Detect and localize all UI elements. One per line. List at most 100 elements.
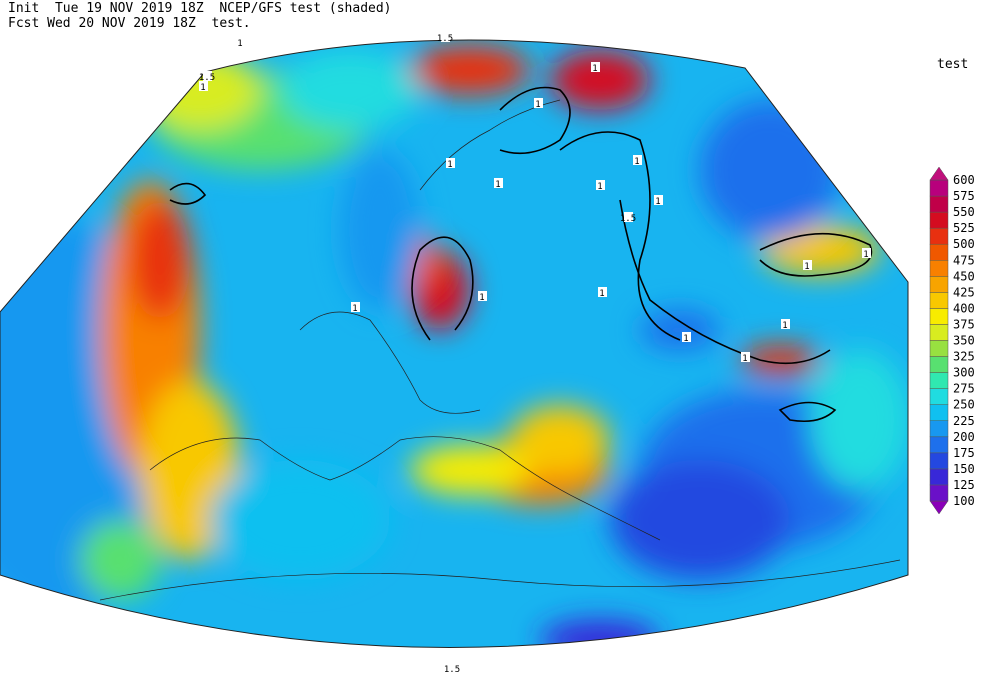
contour-label-box bbox=[803, 260, 812, 270]
colorbar-label: 550 bbox=[953, 205, 975, 219]
contour-label: 1 bbox=[200, 83, 205, 93]
colorbar-box bbox=[929, 484, 949, 502]
contour-label: 1 bbox=[655, 197, 660, 207]
colorbar-box bbox=[929, 324, 949, 341]
colorbar-label: 300 bbox=[953, 366, 975, 380]
contour bbox=[169, 182, 207, 205]
colorbar-label: 175 bbox=[953, 446, 975, 460]
field-blob bbox=[410, 445, 530, 495]
contour-label: 1.5 bbox=[620, 214, 636, 224]
contour-label: 1 bbox=[742, 354, 747, 364]
field-blob bbox=[340, 150, 420, 310]
contour-label-box bbox=[591, 62, 600, 72]
colorbar-box bbox=[929, 388, 949, 405]
contour-label-box bbox=[781, 319, 790, 329]
contour-label: 1 bbox=[495, 180, 500, 190]
colorbar-label: 350 bbox=[953, 334, 975, 348]
contour-label: 1.5 bbox=[444, 665, 460, 675]
colorbar-box bbox=[929, 340, 949, 357]
colorbar-label: 600 bbox=[953, 173, 975, 187]
contour-label: 1 bbox=[863, 250, 868, 260]
contour-label-box bbox=[236, 37, 245, 47]
colorbar-box bbox=[929, 195, 949, 213]
contour-label-box bbox=[494, 178, 503, 188]
contour-label-box bbox=[203, 71, 212, 81]
contour bbox=[759, 232, 873, 277]
header-forecast: Fcst Wed 20 NOV 2019 18Z test. bbox=[8, 16, 251, 31]
field-blob bbox=[80, 520, 160, 600]
contour-label: 1 bbox=[597, 182, 602, 192]
contour-label: 1.5 bbox=[199, 73, 215, 83]
contour-label-box bbox=[862, 248, 871, 258]
contour bbox=[559, 131, 681, 341]
colorbar-label: 525 bbox=[953, 221, 975, 235]
contour-label-box bbox=[682, 332, 691, 342]
contour-label-box bbox=[534, 98, 543, 108]
contour-label: 1 bbox=[683, 334, 688, 344]
colorbar-label: 325 bbox=[953, 350, 975, 364]
colorbar-box bbox=[929, 420, 949, 438]
contour-label: 1 bbox=[535, 100, 540, 110]
colorbar-box bbox=[929, 308, 949, 325]
colorbar-label: 150 bbox=[953, 462, 975, 476]
coastline bbox=[299, 311, 481, 414]
field-blob bbox=[640, 310, 720, 350]
contour-label-box bbox=[446, 158, 455, 168]
colorbar-label: 400 bbox=[953, 301, 975, 315]
legend-title: test bbox=[937, 57, 968, 72]
field-blob bbox=[280, 50, 420, 130]
contour-label: 1 bbox=[479, 293, 484, 303]
contour-label-box bbox=[199, 81, 208, 91]
colorbar-box bbox=[929, 179, 949, 197]
contour-label-box bbox=[478, 291, 487, 301]
contour-label-box bbox=[741, 352, 750, 362]
field-blob bbox=[130, 200, 190, 320]
coastline bbox=[99, 559, 901, 601]
header-init: Init Tue 19 NOV 2019 18Z NCEP/GFS test (… bbox=[8, 1, 392, 16]
colorbar-box bbox=[929, 404, 949, 422]
contour-label: 1.5 bbox=[437, 34, 453, 44]
contour-label-box bbox=[654, 195, 663, 205]
colorbar-box bbox=[929, 356, 949, 373]
colorbar-label: 475 bbox=[953, 253, 975, 267]
contour-label-box bbox=[351, 302, 360, 312]
colorbar-box bbox=[929, 372, 949, 389]
colorbar-label: 500 bbox=[953, 237, 975, 251]
contour-label: 1 bbox=[634, 157, 639, 167]
colorbar-box bbox=[929, 468, 949, 486]
field-blob bbox=[210, 460, 390, 580]
contour bbox=[619, 199, 831, 365]
field-blob bbox=[610, 460, 790, 580]
contour-label-box bbox=[596, 180, 605, 190]
contour-label-box bbox=[598, 287, 607, 297]
contour-label-box bbox=[448, 663, 457, 673]
colorbar-triangle bbox=[929, 166, 949, 181]
colorbar-label: 375 bbox=[953, 317, 975, 331]
field-blob bbox=[410, 45, 530, 95]
field-blob bbox=[740, 345, 820, 375]
contour-label: 1 bbox=[804, 262, 809, 272]
contour bbox=[778, 401, 837, 423]
shaded-field bbox=[0, 39, 908, 648]
field-blob bbox=[550, 50, 650, 110]
colorbar-triangle bbox=[929, 500, 949, 515]
colorbar-label: 225 bbox=[953, 414, 975, 428]
contour-label: 1 bbox=[352, 304, 357, 314]
field-blob bbox=[510, 405, 610, 475]
coastline bbox=[149, 436, 661, 541]
colorbar-box bbox=[929, 436, 949, 454]
colorbar-box bbox=[929, 292, 949, 309]
colorbar-label: 425 bbox=[953, 285, 975, 299]
colorbar-box bbox=[929, 227, 949, 245]
contour-label: 1 bbox=[782, 321, 787, 331]
contour-label-box bbox=[633, 155, 642, 165]
field-blob bbox=[700, 100, 840, 240]
contour-label: 1 bbox=[237, 39, 242, 49]
colorbar-label: 450 bbox=[953, 269, 975, 283]
colorbar-box bbox=[929, 211, 949, 229]
contour-label-box bbox=[441, 32, 450, 42]
colorbar-label: 125 bbox=[953, 478, 975, 492]
contour-label: 1 bbox=[592, 64, 597, 74]
